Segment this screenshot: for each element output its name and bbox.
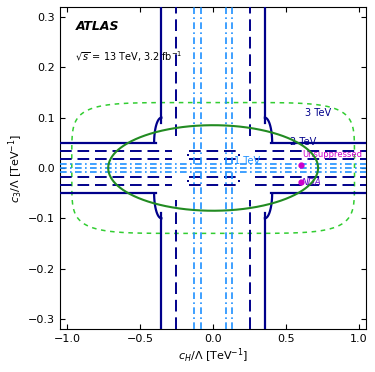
- Text: 2 TeV: 2 TeV: [290, 137, 316, 147]
- Text: 3 TeV: 3 TeV: [305, 108, 331, 118]
- Y-axis label: $c_3/\Lambda$ [TeV$^{-1}$]: $c_3/\Lambda$ [TeV$^{-1}$]: [7, 134, 26, 203]
- Text: $\sqrt{s}$ = 13 TeV, 3.2 fb$^{-1}$: $\sqrt{s}$ = 13 TeV, 3.2 fb$^{-1}$: [75, 49, 183, 64]
- Text: 1 TeV: 1 TeV: [234, 156, 260, 166]
- Text: NDA: NDA: [302, 177, 322, 187]
- Text: Unsuppressed: Unsuppressed: [302, 150, 362, 160]
- X-axis label: $c_H/\Lambda$ [TeV$^{-1}$]: $c_H/\Lambda$ [TeV$^{-1}$]: [178, 347, 248, 365]
- Text: ATLAS: ATLAS: [75, 20, 119, 33]
